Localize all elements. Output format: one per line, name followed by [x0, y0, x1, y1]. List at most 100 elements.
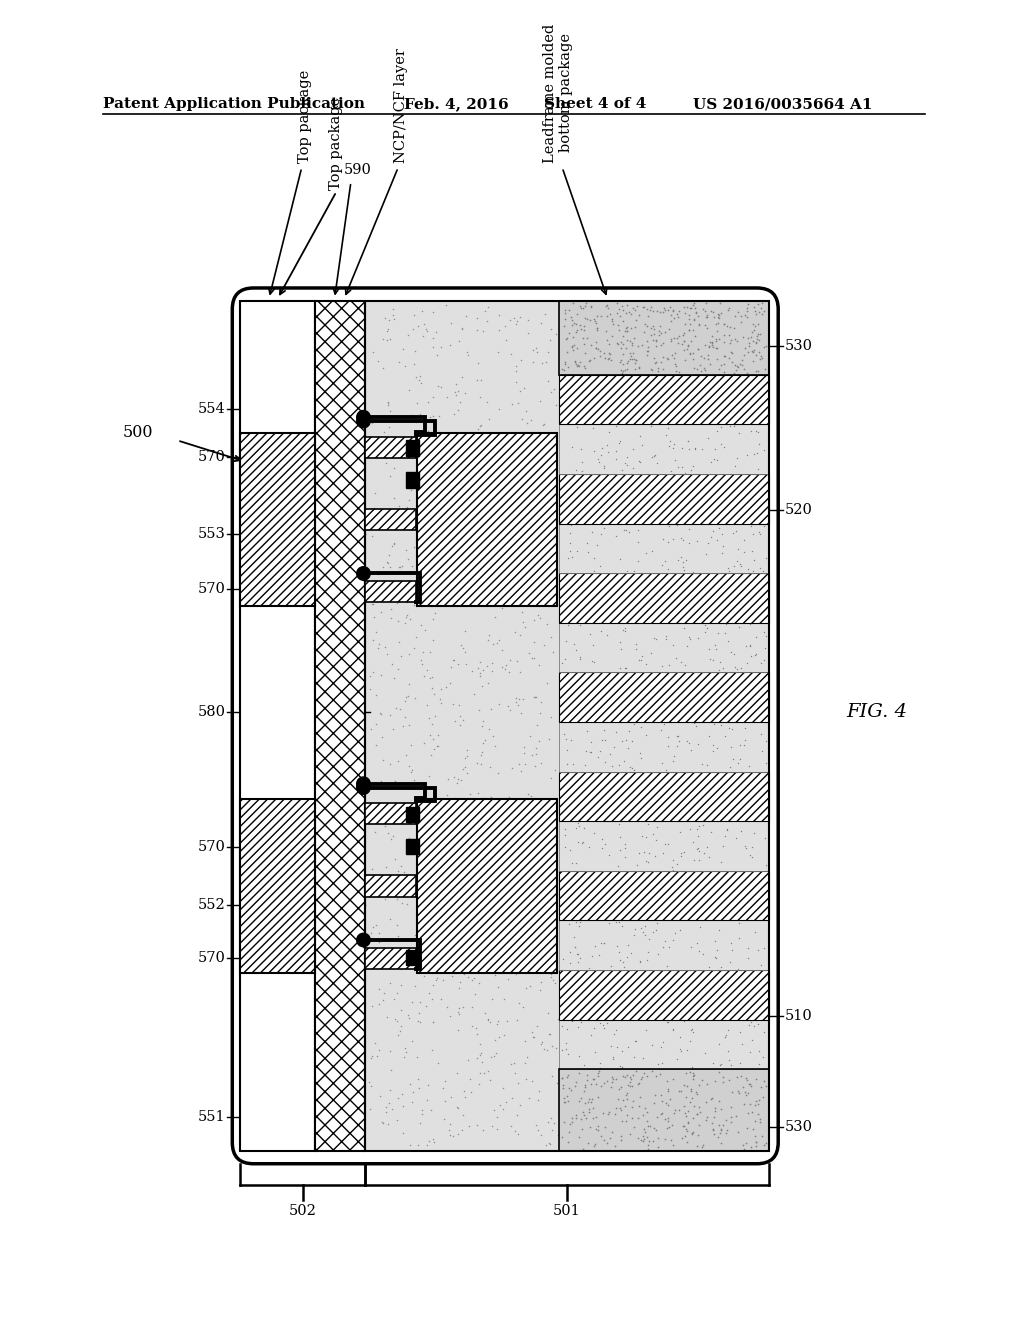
- Point: [735, 450, 752, 471]
- Point: [407, 688, 423, 709]
- Point: [441, 1119, 458, 1140]
- Point: [674, 495, 690, 516]
- Point: [569, 473, 586, 494]
- Point: [462, 1069, 478, 1090]
- Point: [401, 828, 418, 849]
- Point: [631, 1096, 647, 1117]
- Point: [699, 512, 716, 533]
- Point: [639, 1126, 655, 1147]
- Point: [497, 1024, 513, 1045]
- Point: [666, 308, 682, 329]
- Point: [649, 301, 666, 322]
- Point: [367, 483, 383, 504]
- Point: [681, 308, 697, 329]
- Point: [475, 1063, 492, 1084]
- Point: [738, 1068, 755, 1089]
- Point: [453, 972, 469, 993]
- Point: [566, 351, 583, 372]
- Point: [520, 643, 537, 664]
- Point: [391, 351, 408, 372]
- Point: [427, 602, 443, 623]
- Point: [620, 330, 636, 351]
- Point: [599, 1012, 615, 1034]
- Point: [652, 322, 669, 343]
- Point: [711, 1034, 727, 1055]
- Point: [508, 1010, 524, 1031]
- Point: [416, 965, 432, 986]
- Point: [500, 969, 516, 990]
- Point: [750, 323, 766, 345]
- Point: [721, 479, 737, 500]
- Circle shape: [356, 781, 371, 795]
- Point: [695, 986, 712, 1007]
- Point: [754, 825, 770, 846]
- Point: [601, 1118, 617, 1139]
- Point: [559, 478, 575, 499]
- Point: [516, 378, 532, 399]
- Point: [610, 350, 627, 371]
- Point: [728, 945, 744, 966]
- Point: [650, 356, 667, 378]
- Point: [658, 1071, 675, 1092]
- Point: [460, 345, 476, 366]
- Point: [504, 808, 520, 829]
- Point: [696, 830, 713, 851]
- Point: [696, 389, 713, 411]
- Point: [413, 479, 429, 500]
- Bar: [418, 799, 557, 973]
- Bar: [366, 875, 416, 896]
- Point: [487, 846, 504, 867]
- Point: [670, 306, 686, 327]
- Point: [508, 371, 524, 392]
- Point: [685, 455, 701, 477]
- Point: [626, 714, 642, 735]
- Point: [671, 1080, 687, 1101]
- Point: [638, 341, 654, 362]
- Point: [679, 375, 695, 396]
- Point: [458, 865, 474, 886]
- Point: [749, 442, 765, 463]
- Point: [598, 1071, 614, 1092]
- Point: [408, 924, 424, 945]
- Point: [570, 915, 587, 936]
- Point: [490, 693, 507, 714]
- Point: [654, 301, 671, 322]
- Point: [649, 900, 666, 921]
- Point: [366, 606, 382, 627]
- Point: [609, 586, 626, 607]
- Point: [463, 925, 479, 946]
- Point: [475, 446, 492, 467]
- Point: [527, 337, 544, 358]
- Point: [422, 796, 438, 817]
- Point: [636, 620, 652, 642]
- Point: [618, 561, 635, 582]
- Point: [740, 948, 757, 969]
- Point: [489, 1010, 506, 1031]
- Point: [627, 927, 643, 948]
- Point: [443, 965, 460, 986]
- Point: [392, 999, 409, 1020]
- Point: [658, 956, 675, 977]
- Point: [678, 941, 694, 962]
- Point: [729, 991, 745, 1012]
- Point: [609, 836, 626, 857]
- Point: [612, 639, 629, 660]
- Point: [688, 710, 705, 731]
- Point: [613, 1057, 630, 1078]
- Point: [592, 611, 608, 632]
- Point: [636, 842, 652, 863]
- Point: [472, 414, 488, 436]
- Point: [419, 1090, 435, 1111]
- Point: [689, 385, 706, 407]
- Point: [733, 500, 750, 521]
- Point: [670, 854, 686, 875]
- Point: [686, 1015, 702, 1036]
- Point: [417, 409, 433, 430]
- Point: [537, 304, 553, 325]
- Point: [623, 907, 639, 928]
- Point: [384, 826, 400, 847]
- Point: [650, 886, 667, 907]
- Point: [571, 755, 588, 776]
- Point: [421, 1130, 437, 1151]
- Point: [631, 330, 647, 351]
